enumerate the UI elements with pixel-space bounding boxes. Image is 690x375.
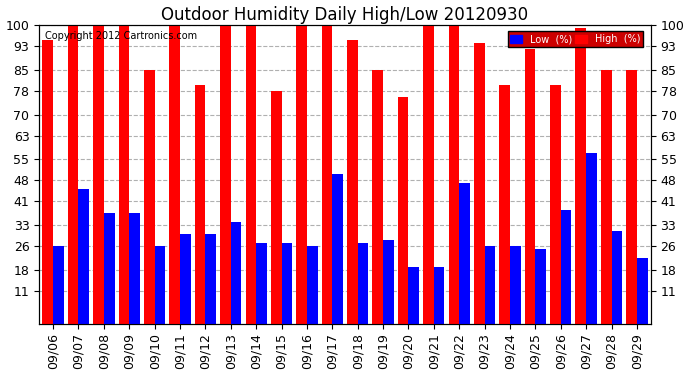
Bar <box>586 153 597 324</box>
Bar <box>155 246 166 324</box>
Bar <box>307 246 317 324</box>
Bar <box>129 213 140 324</box>
Bar <box>474 43 484 324</box>
Title: Outdoor Humidity Daily High/Low 20120930: Outdoor Humidity Daily High/Low 20120930 <box>161 6 529 24</box>
Bar <box>550 85 561 324</box>
Bar <box>79 189 89 324</box>
Bar <box>68 25 79 324</box>
Bar <box>408 267 419 324</box>
Bar <box>230 222 241 324</box>
Bar <box>93 25 104 324</box>
Bar <box>484 246 495 324</box>
Bar <box>347 40 357 324</box>
Bar <box>535 249 546 324</box>
Bar <box>460 183 470 324</box>
Bar <box>575 28 586 324</box>
Bar <box>43 40 53 324</box>
Legend: Low  (%), High  (%): Low (%), High (%) <box>508 32 643 47</box>
Bar <box>271 91 282 324</box>
Bar <box>220 25 230 324</box>
Bar <box>398 97 408 324</box>
Bar <box>373 70 383 324</box>
Bar <box>104 213 115 324</box>
Bar <box>246 25 256 324</box>
Bar <box>434 267 444 324</box>
Bar <box>357 243 368 324</box>
Bar <box>282 243 292 324</box>
Bar <box>119 25 129 324</box>
Bar <box>322 25 333 324</box>
Bar <box>423 25 434 324</box>
Bar <box>510 246 521 324</box>
Bar <box>601 70 611 324</box>
Bar <box>448 25 460 324</box>
Bar <box>53 246 63 324</box>
Bar <box>256 243 267 324</box>
Bar <box>627 70 637 324</box>
Bar <box>561 210 571 324</box>
Bar <box>333 174 343 324</box>
Bar <box>637 258 647 324</box>
Bar <box>180 234 190 324</box>
Bar <box>500 85 510 324</box>
Bar <box>611 231 622 324</box>
Bar <box>169 25 180 324</box>
Bar <box>144 70 155 324</box>
Bar <box>206 234 216 324</box>
Bar <box>296 25 307 324</box>
Bar <box>195 85 206 324</box>
Text: Copyright 2012 Cartronics.com: Copyright 2012 Cartronics.com <box>46 31 197 41</box>
Bar <box>524 49 535 324</box>
Bar <box>383 240 394 324</box>
